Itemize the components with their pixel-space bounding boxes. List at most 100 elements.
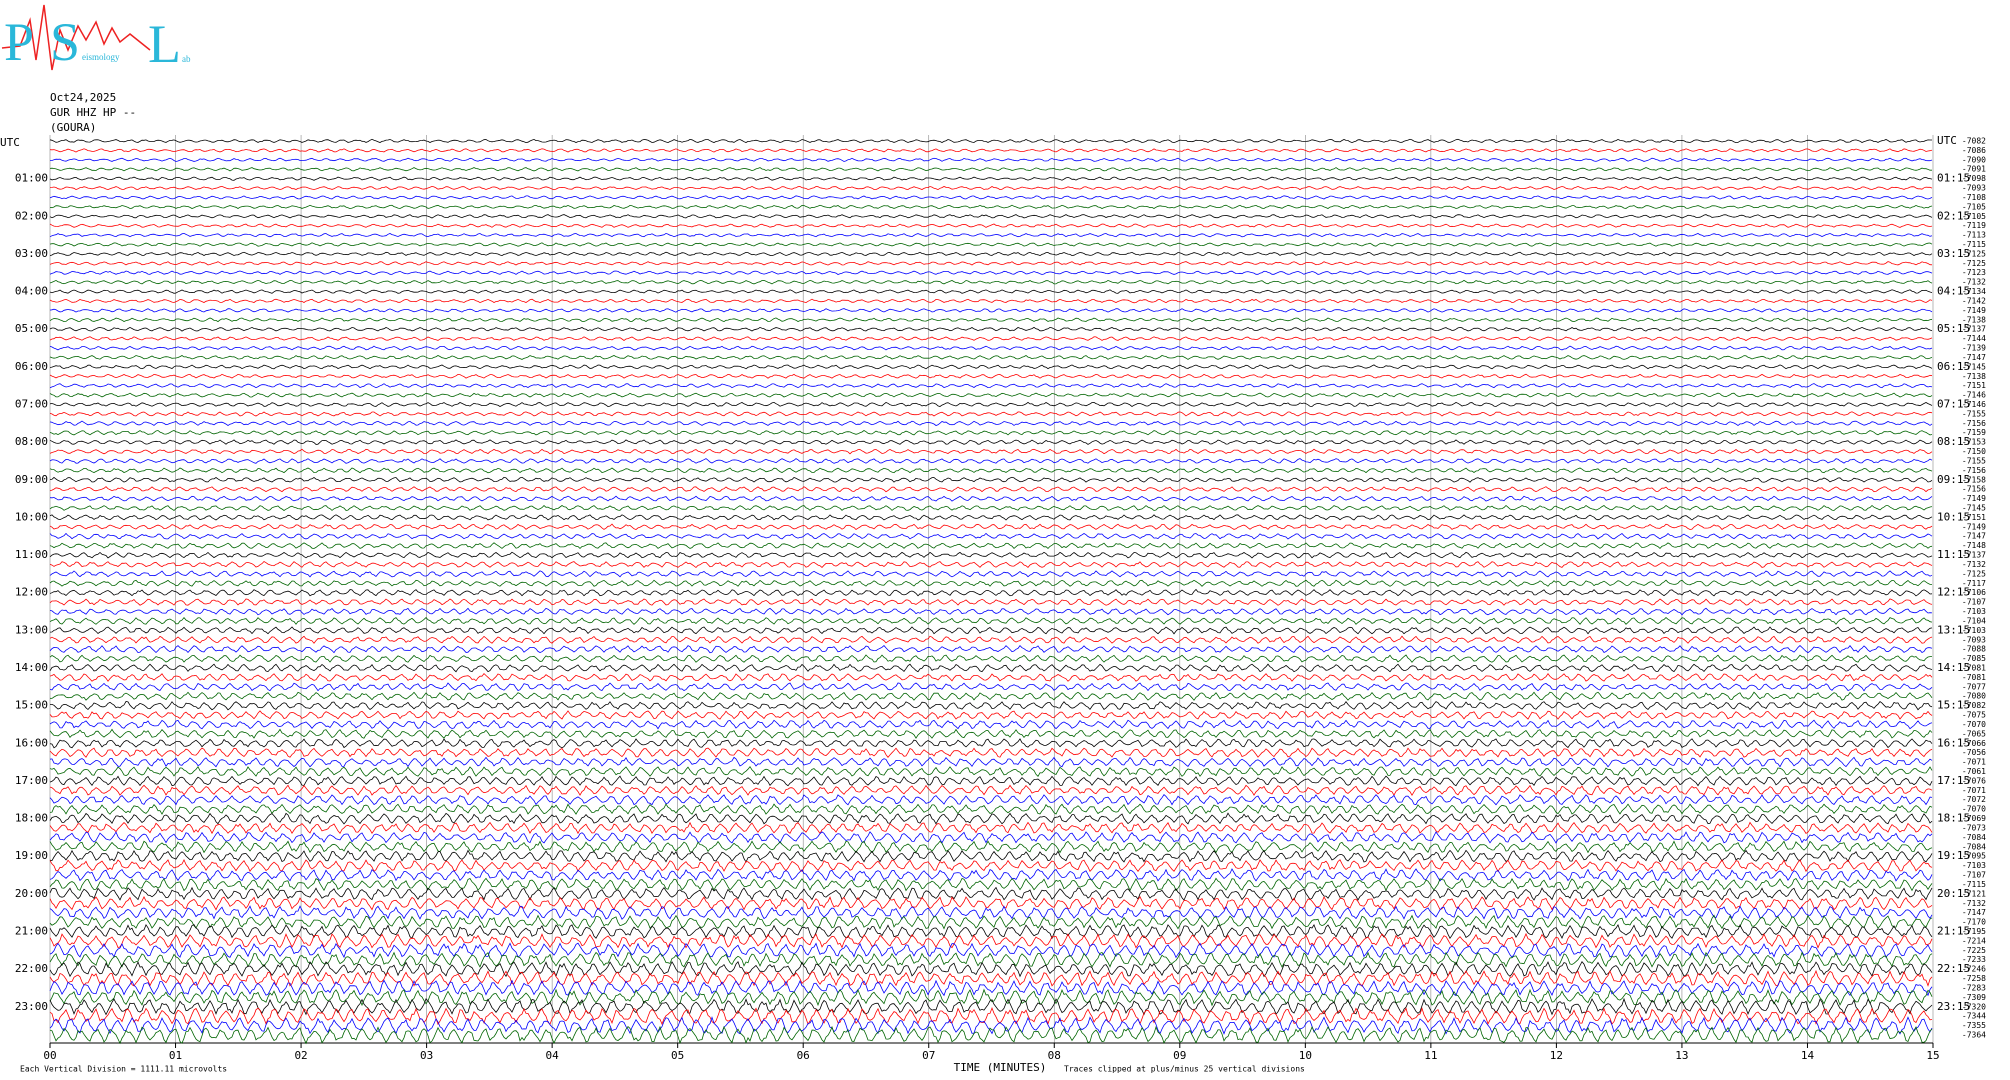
trace-offset: -7070	[1962, 805, 1986, 814]
x-axis-label: TIME (MINUTES)	[954, 1061, 1047, 1074]
trace	[49, 831, 1933, 844]
trace	[49, 803, 1933, 815]
logo-letter: L	[148, 14, 181, 74]
left-time-label: 11:00	[15, 548, 48, 561]
trace	[49, 242, 1933, 247]
trace	[49, 784, 1933, 796]
trace	[49, 644, 1933, 654]
right-time-label: 02:15	[1937, 209, 1970, 222]
trace-offset: -7147	[1962, 532, 1986, 541]
left-time-label: 07:00	[15, 397, 48, 410]
trace	[49, 738, 1933, 749]
trace-offset: -7149	[1962, 494, 1986, 503]
trace	[49, 355, 1933, 360]
trace	[49, 923, 1933, 940]
trace-offset: -7364	[1962, 1031, 1986, 1040]
trace	[49, 176, 1933, 181]
logo-word: eismology	[82, 52, 120, 62]
trace	[49, 560, 1933, 569]
trace	[49, 430, 1933, 436]
trace-offset: -7115	[1962, 240, 1986, 249]
trace-offset: -7103	[1962, 626, 1986, 635]
trace	[49, 895, 1933, 911]
trace-offset: -7138	[1962, 372, 1986, 381]
trace-offset: -7125	[1962, 249, 1986, 258]
trace-offset: -7145	[1962, 362, 1986, 371]
trace	[49, 719, 1933, 730]
right-time-label: 14:15	[1937, 661, 1970, 674]
trace-offset: -7081	[1962, 673, 1986, 682]
trace	[49, 979, 1933, 997]
x-tick-label: 12	[1550, 1049, 1563, 1062]
trace	[49, 905, 1933, 920]
trace	[49, 232, 1933, 238]
trace	[49, 673, 1933, 682]
logo-letter: P	[4, 12, 34, 72]
trace	[49, 411, 1933, 417]
right-time-label: 17:15	[1937, 774, 1970, 787]
trace-offset: -7088	[1962, 645, 1986, 654]
trace-offset: -7117	[1962, 579, 1986, 588]
trace-offset: -7093	[1962, 184, 1986, 193]
trace	[49, 812, 1933, 825]
trace-offset: -7355	[1962, 1021, 1986, 1030]
right-time-label: 06:15	[1937, 360, 1970, 373]
trace-offset: -7093	[1962, 635, 1986, 644]
x-tick-label: 15	[1926, 1049, 1939, 1062]
trace	[49, 308, 1933, 313]
trace-offset: -7106	[1962, 588, 1986, 597]
trace	[49, 439, 1933, 445]
left-time-label: 15:00	[15, 699, 48, 712]
logo-wave	[1, 4, 151, 71]
trace-offset: -7066	[1962, 739, 1986, 748]
trace	[49, 877, 1933, 892]
trace	[49, 598, 1933, 606]
trace-offset: -7077	[1962, 682, 1986, 691]
trace	[50, 701, 1933, 711]
trace-offset: -7134	[1962, 287, 1986, 296]
trace-offset: -7151	[1962, 381, 1986, 390]
trace-offset: -7080	[1962, 692, 1986, 701]
right-time-label: 07:15	[1937, 397, 1970, 410]
trace	[49, 821, 1933, 835]
trace	[49, 495, 1933, 502]
trace	[49, 523, 1933, 531]
trace-offset: -7108	[1962, 193, 1986, 202]
trace	[49, 326, 1933, 332]
trace	[49, 747, 1933, 758]
right-time-label: 11:15	[1937, 548, 1970, 561]
trace	[49, 635, 1933, 644]
trace	[49, 467, 1933, 474]
trace	[49, 532, 1933, 540]
trace	[49, 401, 1933, 408]
trace	[49, 214, 1933, 219]
trace-offset: -7103	[1962, 861, 1986, 870]
right-time-label: 08:15	[1937, 435, 1970, 448]
left-time-label: 19:00	[15, 849, 48, 862]
trace-offset: -7084	[1962, 833, 1986, 842]
trace-offset: -7155	[1962, 409, 1986, 418]
right-time-label: 04:15	[1937, 285, 1970, 298]
left-time-label: 01:00	[15, 172, 48, 185]
trace	[49, 765, 1933, 777]
trace-offset: -7148	[1962, 541, 1986, 550]
trace-offset: -7137	[1962, 551, 1986, 560]
trace-offset: -7107	[1962, 598, 1986, 607]
x-tick-label: 09	[1173, 1049, 1186, 1062]
site: (GOURA)	[50, 121, 96, 134]
trace-offset: -7233	[1962, 955, 1986, 964]
trace-offset: -7103	[1962, 607, 1986, 616]
trace-offset: -7149	[1962, 306, 1986, 315]
left-time-label: 03:00	[15, 247, 48, 260]
left-time-label: 16:00	[15, 736, 48, 749]
trace-offset: -7082	[1962, 701, 1986, 710]
trace	[49, 616, 1933, 625]
left-time-label: 12:00	[15, 586, 48, 599]
left-time-label: 14:00	[15, 661, 48, 674]
trace	[49, 868, 1933, 882]
trace	[49, 383, 1933, 389]
trace	[49, 663, 1933, 673]
left-time-label: 18:00	[15, 812, 48, 825]
left-time-label: 02:00	[15, 209, 48, 222]
